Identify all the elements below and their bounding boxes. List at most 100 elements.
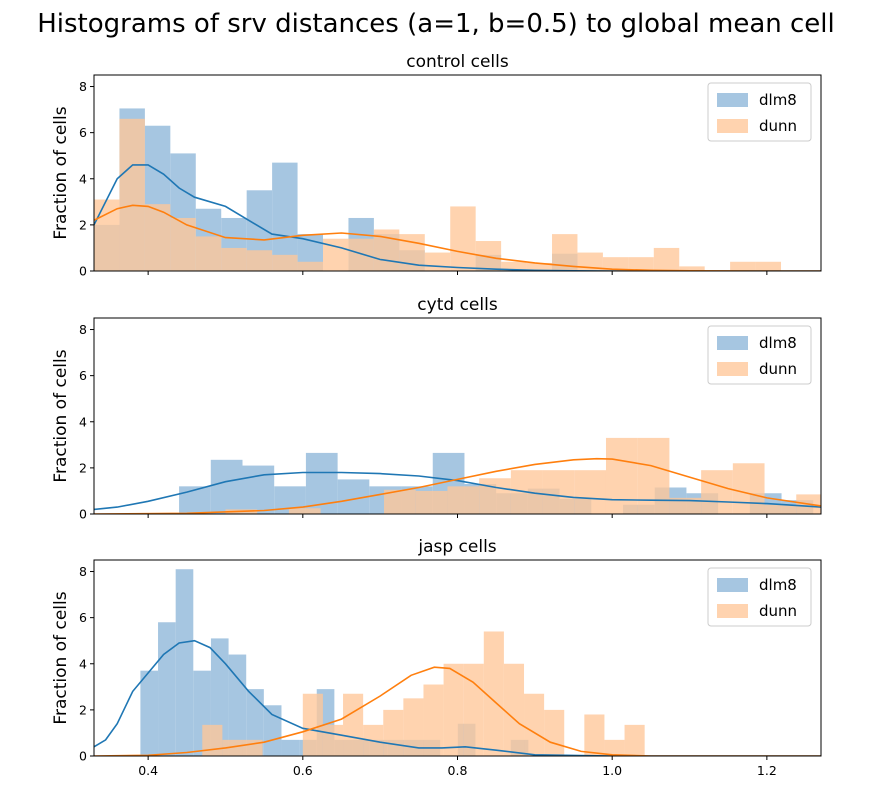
y-tick-label: 2	[79, 217, 87, 232]
bar-dunn-12	[605, 437, 638, 514]
bar-dlm8-8	[281, 739, 300, 756]
bar-dunn-17	[544, 709, 565, 756]
bar-dlm8-0	[140, 670, 159, 756]
bar-dunn-16	[732, 463, 765, 514]
legend-swatch-dlm8	[717, 336, 748, 350]
bar-dunn-17	[764, 504, 797, 514]
x-tick-label: 0.8	[448, 763, 468, 778]
legend-label-dunn: dunn	[759, 360, 797, 378]
bar-dunn-0	[94, 199, 120, 271]
bar-dunn-9	[323, 238, 349, 271]
bar-dunn-6	[246, 250, 273, 271]
y-tick-label: 8	[79, 79, 87, 94]
bar-dunn-20	[604, 739, 625, 756]
y-tick-label: 4	[79, 171, 87, 186]
bar-dunn-7	[447, 486, 480, 514]
legend-label-dunn: dunn	[759, 602, 797, 620]
bar-dlm8-5	[228, 654, 247, 756]
y-tick-label: 0	[79, 749, 87, 764]
y-tick-label: 6	[79, 610, 87, 625]
bar-dunn-5	[384, 489, 416, 514]
bar-dlm8-0	[179, 486, 211, 514]
panel-cytd-cells: cytd cells 0 2 4 6 8 Fraction of cells dlm8 dunn	[51, 295, 822, 522]
y-tick-label: 8	[79, 564, 87, 579]
kde-line-dlm8	[94, 471, 821, 511]
bar-dunn-22	[653, 247, 680, 271]
bar-dunn-10	[403, 698, 424, 756]
bar-dunn-15	[503, 663, 525, 756]
legend: dlm8 dunn	[707, 567, 812, 627]
bar-dunn-5	[221, 247, 247, 271]
legend: dlm8 dunn	[707, 325, 812, 385]
panel-title: control cells	[406, 52, 509, 72]
legend-swatch-dunn	[717, 362, 748, 376]
bar-dunn-20	[602, 257, 629, 271]
bar-dunn-25	[730, 261, 756, 271]
figure-title: Histograms of srv distances (a=1, b=0.5)…	[37, 9, 835, 39]
bar-dunn-14	[483, 631, 504, 756]
y-tick-label: 4	[79, 414, 87, 429]
x-tick-label: 1.0	[602, 763, 622, 778]
bar-dlm8-7	[263, 705, 282, 756]
panel-jasp-cells: jasp cells 0 2 4 6 8 0.4 0.6 0.8 1.0 1.2 Fraction o…	[51, 537, 822, 778]
bar-dlm8-6	[246, 689, 264, 756]
legend: dlm8 dunn	[707, 82, 812, 142]
x-tick-label: 0.6	[293, 763, 313, 778]
bar-dunn-8	[479, 478, 511, 514]
bar-dunn-8	[297, 261, 324, 271]
bar-dunn-19	[584, 714, 605, 756]
bars-group	[94, 108, 782, 271]
bar-dunn-4	[195, 236, 222, 271]
legend-label-dlm8: dlm8	[759, 576, 797, 594]
kde-line-dunn	[94, 204, 821, 271]
bar-dunn-6	[415, 490, 448, 514]
bar-dunn-21	[628, 257, 654, 271]
bar-dunn-21	[624, 724, 645, 756]
y-tick-label: 2	[79, 460, 87, 475]
bar-dunn-26	[755, 261, 782, 271]
legend-label-dunn: dunn	[759, 117, 797, 135]
bar-dunn-11	[574, 470, 606, 514]
x-tick-label: 1.2	[757, 763, 777, 778]
bars-group	[140, 569, 645, 756]
subplots: control cells 0 2 4 6 8 Fraction of cells dlm8 d…	[51, 52, 822, 778]
y-tick-label: 0	[79, 507, 87, 522]
legend-swatch-dunn	[717, 604, 748, 618]
bar-dlm8-1	[210, 459, 243, 514]
bar-dunn-1	[222, 739, 243, 756]
bar-dunn-12	[443, 663, 464, 756]
bar-dunn-14	[669, 497, 702, 514]
bar-dunn-10	[542, 470, 575, 514]
bar-dunn-0	[202, 724, 223, 756]
legend-label-dlm8: dlm8	[759, 91, 797, 109]
x-tick-label: 0.4	[138, 763, 158, 778]
y-tick-label: 6	[79, 125, 87, 140]
bar-dunn-23	[679, 266, 705, 271]
bar-dunn-11	[423, 684, 444, 756]
bar-dunn-16	[524, 693, 545, 756]
y-axis-label: Fraction of cells	[51, 106, 71, 239]
y-tick-label: 8	[79, 322, 87, 337]
bar-dunn-13	[424, 252, 451, 271]
bar-dunn-9	[383, 709, 404, 756]
bar-dlm8-1	[158, 622, 176, 756]
bar-dunn-7	[343, 693, 364, 756]
legend-swatch-dunn	[717, 119, 748, 133]
bar-dunn-17	[526, 262, 553, 271]
y-tick-label: 4	[79, 656, 87, 671]
y-axis-label: Fraction of cells	[51, 349, 71, 482]
bar-dunn-2	[144, 204, 171, 271]
y-tick-label: 6	[79, 368, 87, 383]
panel-title: cytd cells	[417, 295, 498, 315]
legend-swatch-dlm8	[717, 578, 748, 592]
y-tick-label: 0	[79, 264, 87, 279]
legend-swatch-dlm8	[717, 93, 748, 107]
bar-dunn-13	[637, 437, 670, 514]
bar-dunn-7	[272, 254, 298, 271]
bar-dlm8-2	[242, 465, 275, 514]
bar-dunn-15	[701, 470, 733, 514]
bar-dunn-6	[322, 724, 344, 756]
bar-dlm8-2	[175, 569, 194, 756]
y-tick-label: 2	[79, 702, 87, 717]
